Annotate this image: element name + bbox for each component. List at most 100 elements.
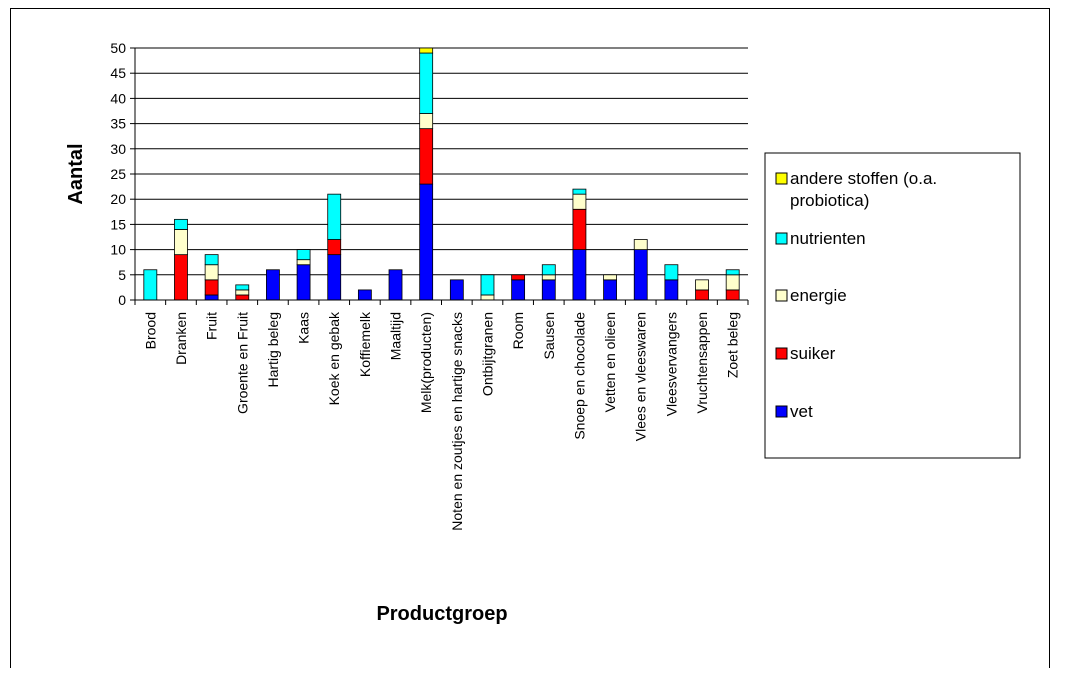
bar-segment-suiker	[511, 274, 526, 281]
bar-segment-vet	[388, 269, 403, 301]
x-tick-label: Vleesvervangers	[663, 312, 679, 416]
y-tick-label: 5	[118, 267, 126, 283]
bar-segment-vet	[511, 279, 526, 301]
bar-segment-nutrienten	[480, 274, 495, 296]
x-tick-label: Snoep en chocolade	[571, 312, 587, 440]
y-axis-title: Aantal	[65, 143, 87, 204]
bar-segment-vet	[327, 254, 342, 301]
bar-segment-suiker	[725, 289, 740, 301]
bar-segment-nutrienten	[204, 254, 219, 266]
bar-segment-nutrienten	[174, 218, 188, 230]
bar-segment-nutrienten	[572, 188, 587, 195]
bar-segment-vet	[204, 294, 219, 301]
y-tick-label: 20	[110, 191, 126, 207]
bar-segment-suiker	[695, 289, 709, 301]
bars	[143, 47, 740, 301]
bar-segment-energie	[603, 274, 617, 281]
bar-segment-energie	[296, 259, 311, 266]
x-tick-label: Groente en Fruit	[234, 312, 250, 414]
bar-segment-energie	[480, 294, 495, 301]
bar-segment-suiker	[204, 279, 219, 296]
bar-segment-energie	[174, 229, 188, 256]
legend-label: suiker	[790, 344, 836, 363]
legend-swatch	[775, 232, 788, 245]
y-tick-label: 45	[110, 65, 126, 81]
axes	[134, 48, 749, 305]
x-tick-label: Kaas	[296, 312, 312, 344]
bar-segment-energie	[235, 289, 250, 296]
legend-swatch	[775, 347, 788, 360]
legend-label: nutrienten	[790, 229, 866, 248]
bar-segment-nutrienten	[419, 52, 434, 114]
y-tick-label: 30	[110, 141, 126, 157]
bar-segment-vet	[603, 279, 617, 301]
y-tick-labels: 0 5 10 15 20 25 30 35 40 45 50	[110, 40, 126, 308]
chart-frame	[10, 8, 1050, 668]
y-tick-label: 35	[110, 116, 126, 132]
x-tick-label: Koffiemelk	[357, 311, 373, 377]
x-tick-label: Vetten en olieen	[602, 312, 618, 412]
bar-segment-andere	[419, 47, 434, 54]
bar-segment-vet	[449, 279, 464, 301]
x-tick-labels: Brood Dranken Fruit Groente en Fruit Hartig …	[142, 311, 740, 531]
bar-segment-vet	[664, 279, 679, 301]
bar-segment-suiker	[327, 239, 342, 256]
bar-segment-nutrienten	[725, 269, 740, 276]
bar-segment-vet	[357, 289, 372, 301]
legend: andere stoffen (o.a. probiotica) nutriente…	[764, 152, 1021, 459]
legend-swatch	[775, 405, 788, 418]
bar-segment-vet	[541, 279, 556, 301]
y-tick-label: 15	[110, 216, 126, 232]
bar-segment-suiker	[419, 128, 434, 185]
x-tick-label: Melk(producten)	[418, 312, 434, 413]
y-tick-label: 50	[110, 40, 126, 56]
bar-segment-energie	[204, 264, 219, 281]
bar-segment-vet	[419, 183, 434, 301]
y-tick-label: 0	[118, 292, 126, 308]
bar-segment-nutrienten	[143, 269, 158, 301]
x-tick-label: Fruit	[204, 312, 220, 340]
bar-segment-suiker	[572, 208, 587, 250]
legend-swatch	[775, 289, 788, 302]
bar-segment-energie	[419, 113, 434, 130]
bar-segment-vet	[266, 269, 280, 301]
bar-segment-nutrienten	[664, 264, 679, 281]
bar-segment-energie	[725, 274, 740, 291]
x-tick-label: Koek en gebak	[326, 311, 342, 405]
legend-label: energie	[790, 286, 847, 305]
bar-segment-energie	[633, 239, 648, 251]
y-tick-label: 25	[110, 166, 126, 182]
x-tick-label: Room	[510, 312, 526, 349]
legend-label: vet	[790, 402, 813, 421]
bar-segment-nutrienten	[327, 193, 342, 240]
legend-label: andere stoffen (o.a. probiotica)	[790, 169, 937, 210]
x-tick-label: Noten en zoutjes en hartige snacks	[449, 312, 465, 531]
bar-segment-vet	[633, 249, 648, 301]
bar-segment-nutrienten	[541, 264, 556, 276]
bar-segment-vet	[296, 264, 311, 301]
gridlines	[130, 47, 748, 301]
bar-segment-nutrienten	[296, 249, 311, 261]
x-tick-label: Hartig beleg	[265, 312, 281, 388]
y-tick-label: 40	[110, 90, 126, 106]
bar-segment-nutrienten	[235, 284, 250, 291]
x-tick-label: Zoet beleg	[725, 312, 741, 378]
bar-segment-suiker	[235, 294, 250, 301]
y-tick-label: 10	[110, 242, 126, 258]
bar-segment-energie	[572, 193, 587, 210]
x-tick-label: Sausen	[541, 312, 557, 359]
bar-segment-energie	[695, 279, 709, 291]
x-tick-label: Dranken	[173, 312, 189, 365]
legend-swatch	[775, 172, 788, 185]
bar-segment-vet	[572, 249, 587, 301]
bar-segment-energie	[541, 274, 556, 281]
x-tick-label: Ontbijtgranen	[479, 312, 495, 396]
x-tick-label: Brood	[142, 312, 158, 349]
x-axis-title: Productgroep	[376, 603, 507, 625]
x-tick-label: Vlees en vleeswaren	[633, 312, 649, 441]
bar-segment-suiker	[174, 254, 188, 301]
x-tick-label: Vruchtensappen	[694, 312, 710, 413]
x-tick-label: Maaltijd	[388, 312, 404, 360]
legend-box	[764, 152, 1021, 459]
